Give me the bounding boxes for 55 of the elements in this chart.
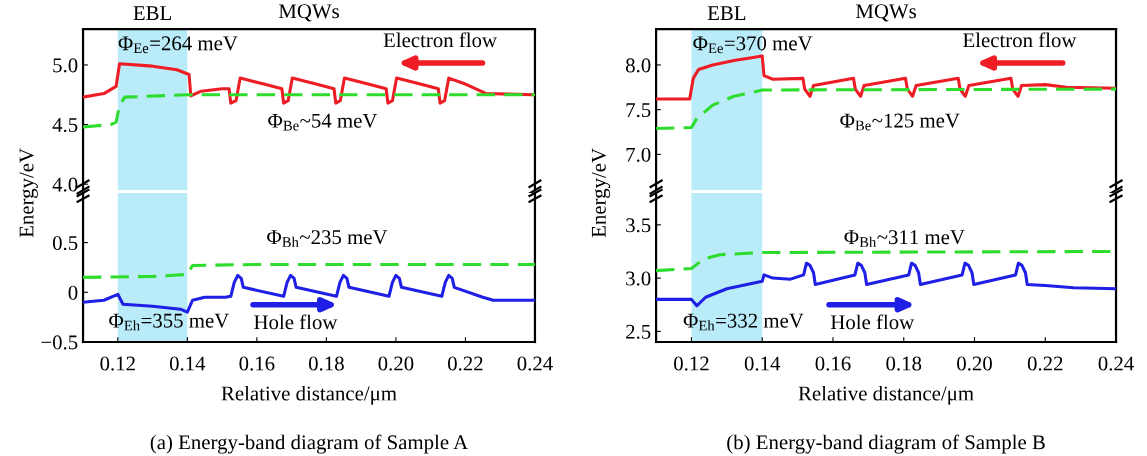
y-tick-label: 4.5 xyxy=(52,118,78,133)
x-tick-label: 0.20 xyxy=(957,356,992,371)
y-tick-label: 2.5 xyxy=(626,324,651,339)
line-series xyxy=(656,261,1117,308)
annotation: Φ$_{Ee}$=370 meV xyxy=(693,36,813,54)
annotation: Φ$_{Eh}$=332 meV xyxy=(683,313,804,331)
annotation: Φ$_{Ee}$=264 meV xyxy=(118,36,238,54)
y-tick-label: 3.5 xyxy=(626,218,651,233)
chart-title: MQWs xyxy=(278,4,339,22)
y-tick-label: 3.0 xyxy=(626,271,651,286)
line-series xyxy=(656,87,1117,130)
x-tick-label: 0.24 xyxy=(517,356,553,371)
x-tick-label: 0.18 xyxy=(308,356,344,371)
annotation: Φ$_{Eh}$=355 meV xyxy=(109,313,230,331)
x-tick-label: 0.14 xyxy=(744,356,781,371)
text: (b) Energy-band diagram of Sample B xyxy=(727,434,1045,454)
y-axis-title: Energy/eV xyxy=(591,148,611,238)
y-tick-label: 0.5 xyxy=(52,235,78,251)
chart-title: MQWs xyxy=(855,4,916,22)
y-axis-title: Energy/eV xyxy=(19,148,38,238)
x-tick-label: 0.16 xyxy=(239,356,275,371)
y-tick-label: 0 xyxy=(68,285,78,300)
annotation: Electron flow xyxy=(383,32,497,48)
x-axis-title: Relative distance/μm xyxy=(798,385,974,405)
x-tick-label: 0.12 xyxy=(674,356,709,371)
x-tick-label: 0.14 xyxy=(169,356,206,371)
x-tick-label: 0.20 xyxy=(378,356,414,371)
line-series xyxy=(83,93,535,129)
line-series xyxy=(83,262,535,279)
x-tick-label: 0.22 xyxy=(448,356,483,371)
line-series xyxy=(656,54,1117,101)
annotation: Hole flow xyxy=(830,314,915,330)
y-tick-label: 7.0 xyxy=(626,147,651,162)
x-axis-title: Relative distance/μm xyxy=(221,385,397,405)
line-series xyxy=(83,62,535,105)
annotation: Φ$_{Be}$~125 meV xyxy=(840,113,960,131)
text: (a) Energy-band diagram of Sample A xyxy=(150,434,469,454)
x-tick-label: 0.18 xyxy=(886,356,922,371)
line-series xyxy=(83,273,535,314)
x-tick-label: 0.12 xyxy=(100,356,135,371)
x-tick-label: 0.16 xyxy=(815,356,851,371)
x-tick-label: 0.24 xyxy=(1098,356,1134,371)
annotation: Φ$_{Bh}$~311 meV xyxy=(844,230,965,247)
y-tick-label: 7.5 xyxy=(626,103,651,118)
y-tick-label: 5.0 xyxy=(53,58,78,73)
band-label: EBL xyxy=(133,6,171,20)
annotation: Electron flow xyxy=(963,32,1077,48)
y-tick-label: −0.5 xyxy=(41,335,78,350)
band-label: EBL xyxy=(707,6,746,20)
annotation: Φ$_{Be}$~54 meV xyxy=(268,113,378,131)
y-tick-label: 8.0 xyxy=(625,58,651,73)
annotation: Hole flow xyxy=(254,314,338,330)
x-tick-label: 0.22 xyxy=(1027,356,1063,371)
y-tick-label: 4.0 xyxy=(52,177,78,192)
annotation: Φ$_{Bh}$~235 meV xyxy=(267,230,388,247)
